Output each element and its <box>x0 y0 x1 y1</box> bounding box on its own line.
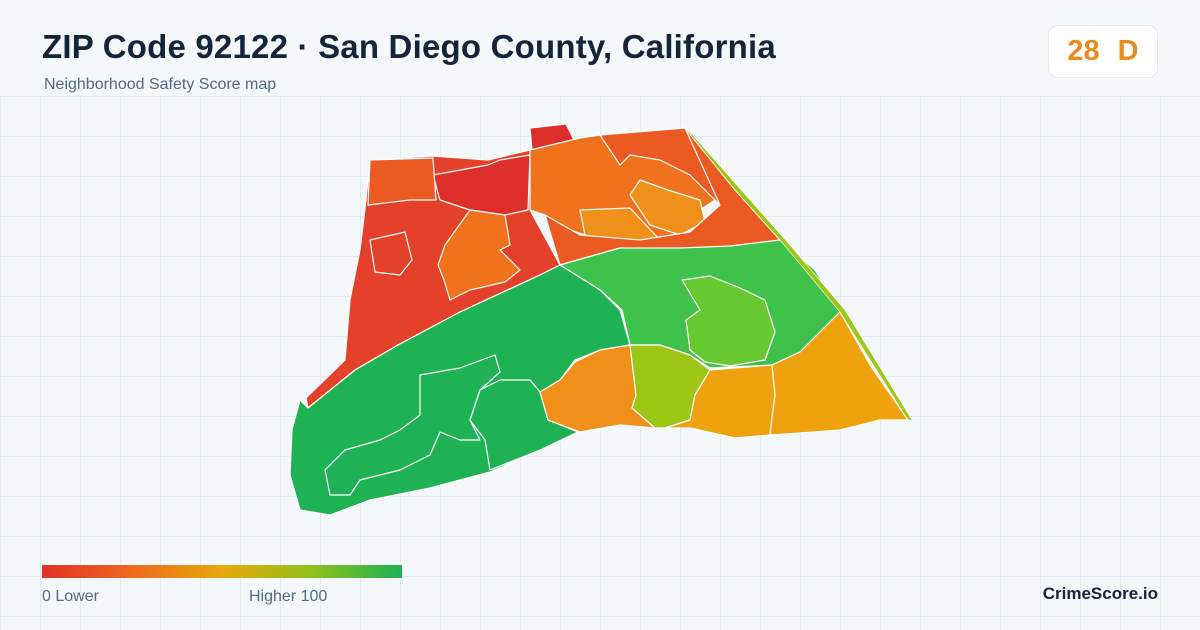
map-region[interactable] <box>769 311 909 436</box>
safety-score-value: 28 <box>1067 35 1100 67</box>
legend-low-label: 0 Lower <box>42 588 99 605</box>
map-region[interactable] <box>369 231 413 276</box>
page-subtitle: Neighborhood Safety Score map <box>44 76 277 93</box>
page-title: ZIP Code 92122 · San Diego County, Calif… <box>42 28 776 65</box>
brand-logo: CrimeScore.io <box>1042 584 1158 603</box>
legend-high-label: Higher 100 <box>249 588 328 605</box>
map-region[interactable] <box>469 379 579 471</box>
map-region[interactable] <box>367 157 437 206</box>
map-region[interactable] <box>437 209 521 301</box>
map-region[interactable] <box>681 275 776 367</box>
map-region[interactable] <box>684 127 913 421</box>
map-region[interactable] <box>324 354 501 496</box>
legend-color-scale <box>42 565 402 578</box>
map-region[interactable] <box>432 154 531 216</box>
safety-grade: D <box>1117 35 1139 67</box>
safety-score-badge: 28 D <box>1048 25 1158 78</box>
